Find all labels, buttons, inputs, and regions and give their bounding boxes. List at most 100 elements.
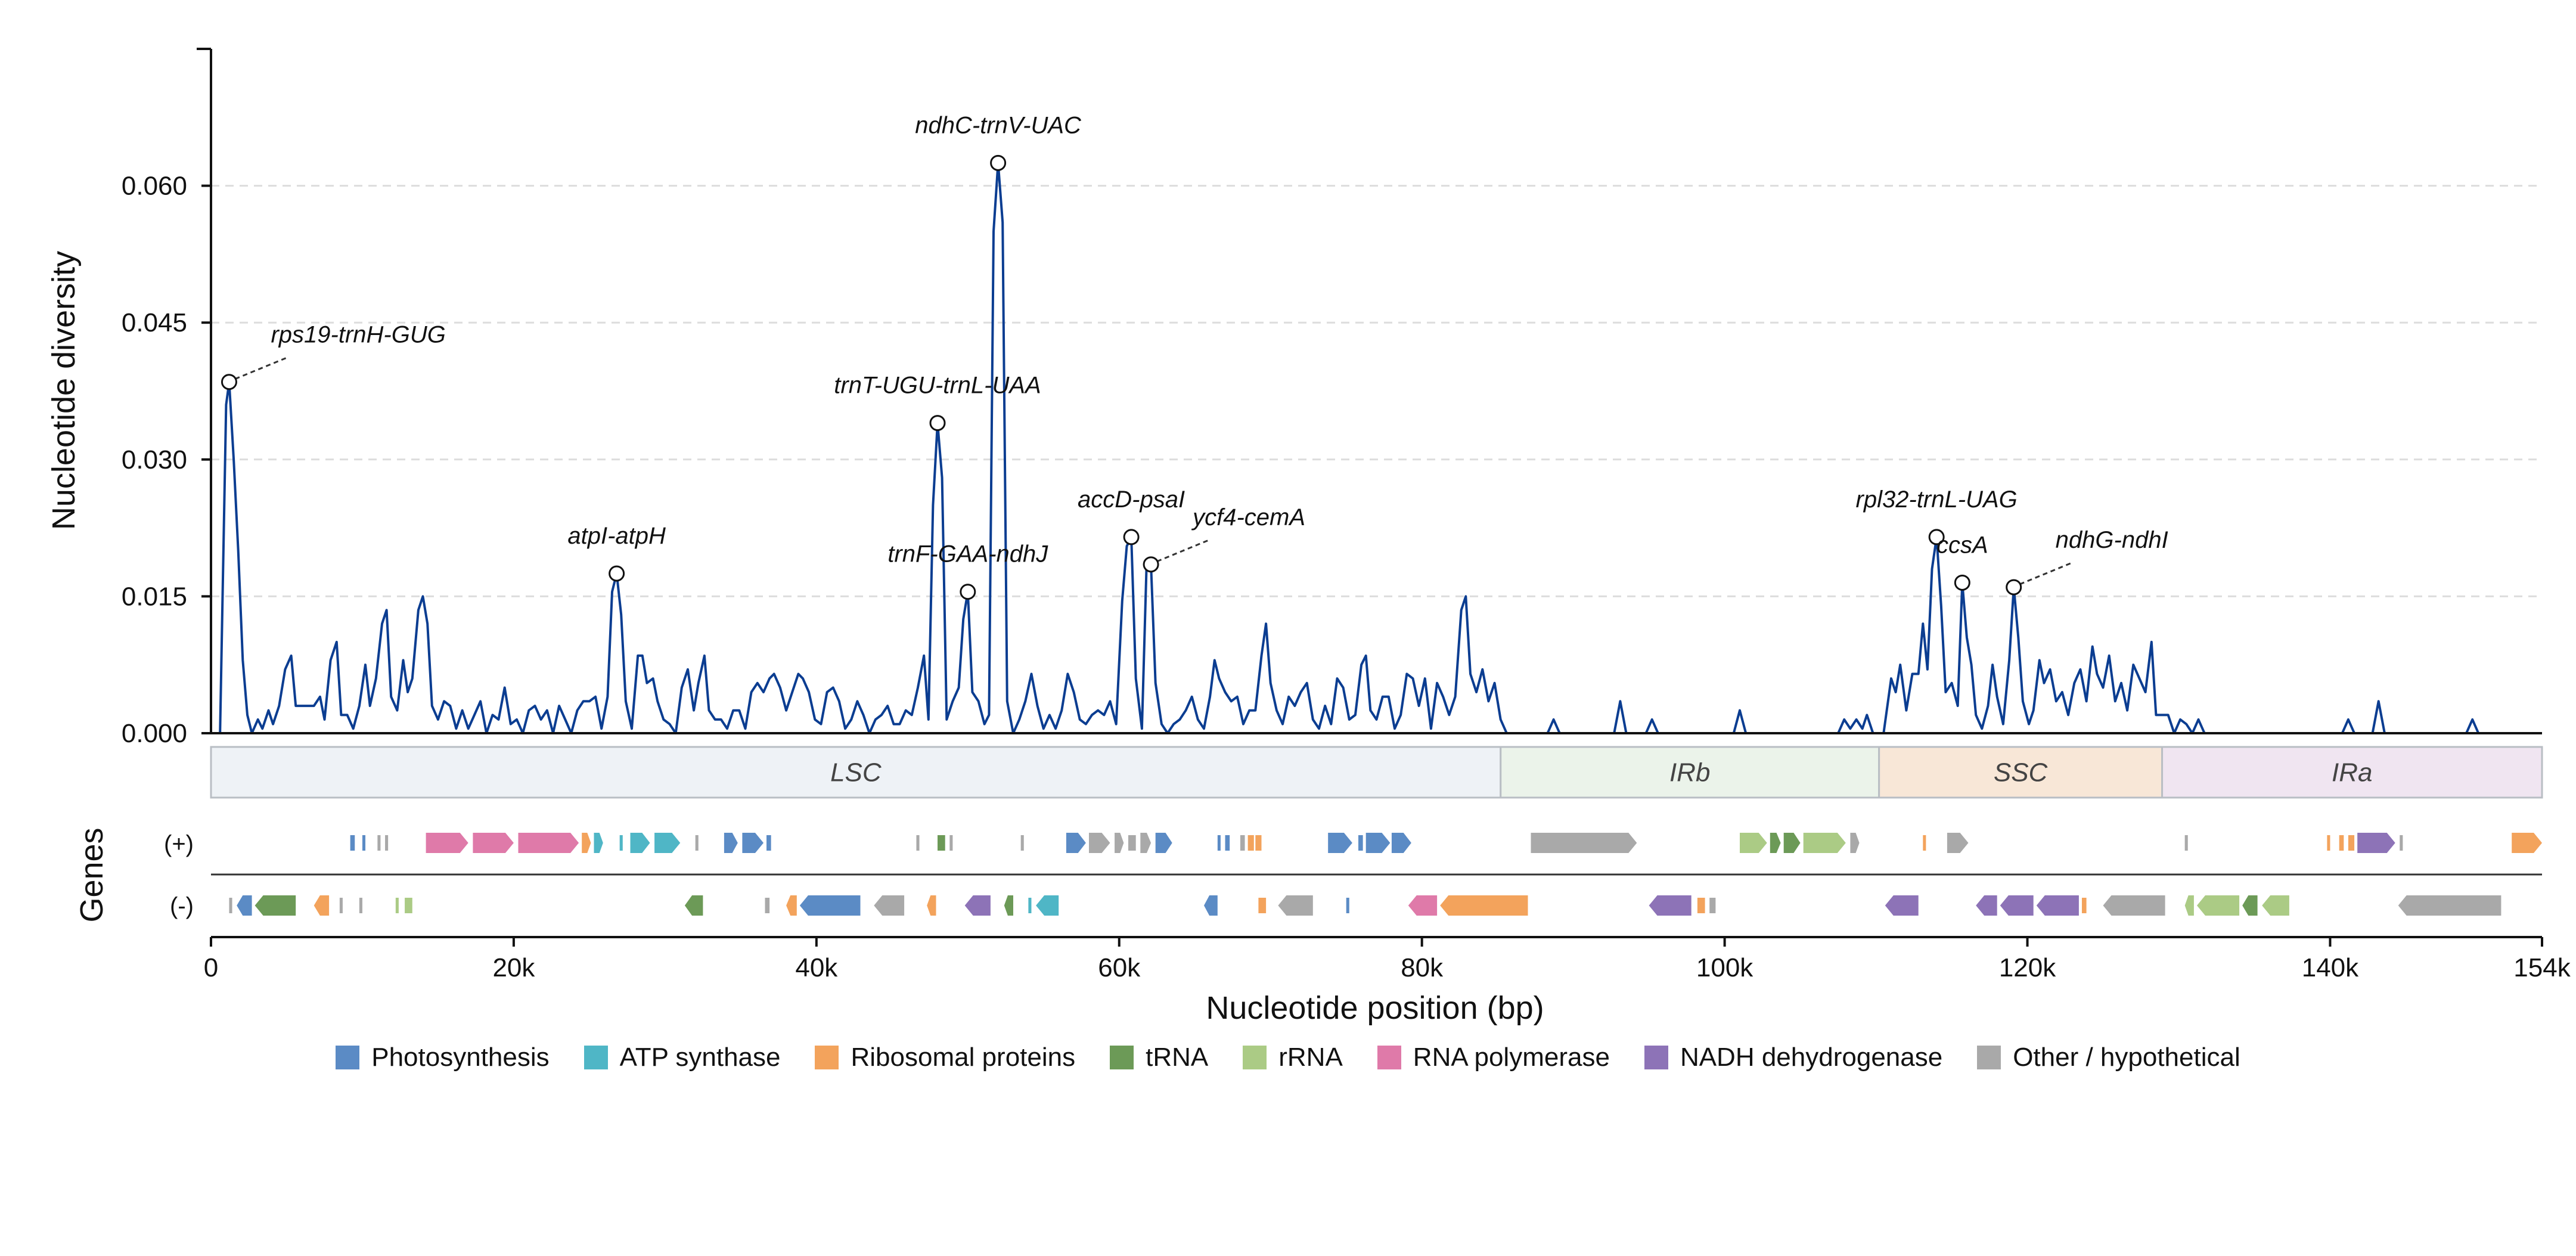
gene-arrow [2357,833,2395,853]
diversity-line [211,162,2542,734]
peak-label: atpI-atpH [567,523,666,549]
legend-item: NADH dehydrogenase [1644,1043,1942,1072]
x-tick-label: 140k [2302,953,2359,982]
gene-arrow [2000,895,2034,916]
y-axis-title: Nucleotide diversity [46,251,82,530]
region-ira [2161,746,2543,799]
genes-axis-title: Genes [74,827,110,922]
gene-arrow [1770,833,1781,853]
y-tick-label: 0.045 [122,308,187,337]
gene-block [2348,835,2355,851]
peak-label: ccsA [1936,532,1988,558]
peak-marker [221,374,237,390]
gene-arrow [1004,895,1013,916]
gene-block [2339,835,2344,851]
x-tick-label: 154k [2513,953,2571,982]
legend-label: rRNA [1278,1043,1343,1072]
gene-block [766,835,771,851]
gene-arrow [1115,833,1124,853]
gene-block [916,835,920,851]
region-label: SSC [1994,758,2049,787]
gene-block [949,835,953,851]
legend-label: Photosynthesis [371,1043,550,1072]
gene-block [2327,835,2330,851]
gene-block [619,835,623,851]
gene-arrow [314,895,330,916]
legend-swatch [815,1046,839,1069]
gene-arrow [1391,833,1411,853]
y-tick-label: 0.060 [122,172,187,201]
gene-arrow [2262,895,2289,916]
legend-label: Other / hypothetical [2013,1043,2240,1072]
peak-marker [2006,579,2022,596]
gene-arrow [1740,833,1767,853]
x-tick-label: 20k [492,953,535,982]
gene-arrow [1066,833,1086,853]
gene-arrow [927,895,936,916]
gene-block [1128,835,1136,851]
gene-block [2184,835,2188,851]
gene-block [1020,835,1024,851]
gene-arrow [874,895,905,916]
peak-leader-line [1156,538,1211,563]
gene-arrow [473,833,514,853]
x-tick-label: 40k [795,953,838,982]
x-tick-label: 120k [1999,953,2056,982]
peak-marker [990,154,1007,171]
gene-arrow [684,895,703,916]
legend-swatch [584,1046,608,1069]
region-label: IRa [2332,758,2372,787]
gene-block [1217,835,1221,851]
gene-arrow [799,895,861,916]
gene-block [1247,835,1254,851]
gene-arrow [1155,833,1172,853]
legend-label: tRNA [1146,1043,1209,1072]
x-axis-title: Nucleotide position (bp) [1206,990,1544,1026]
gene-block [1358,835,1363,851]
gene-arrow [2398,895,2501,916]
gene-arrow [2512,833,2542,853]
legend-swatch [1377,1046,1401,1069]
legend-item: Other / hypothetical [1977,1043,2240,1072]
x-tick-label: 60k [1098,953,1141,982]
gene-arrow [1089,833,1110,853]
gene-arrow [964,895,991,916]
gene-arrow [518,833,579,853]
gene-arrow [1140,833,1152,853]
gene-block [1255,835,1262,851]
gene-arrow [1328,833,1352,853]
region-ssc [1878,746,2164,799]
gene-block [395,898,399,913]
strand-plus-label: (+) [164,831,194,857]
gene-arrow [582,833,591,853]
legend-label: RNA polymerase [1413,1043,1610,1072]
legend-item: RNA polymerase [1377,1043,1610,1072]
gene-arrow [1440,895,1528,916]
gene-arrow [1531,833,1637,853]
peak-label: rpl32-trnL-UAG [1856,486,2018,513]
gene-block [765,898,770,913]
gene-arrow [426,833,468,853]
legend-label: Ribosomal proteins [851,1043,1076,1072]
gene-arrow [1885,895,1919,916]
region-label: LSC [830,758,882,787]
x-tick-label: 80k [1401,953,1444,982]
gene-block [1258,898,1267,913]
gene-block [1225,835,1230,851]
legend-item: Ribosomal proteins [815,1043,1075,1072]
peak-marker [609,565,625,582]
legend-item: ATP synthase [584,1043,781,1072]
legend-label: ATP synthase [619,1043,781,1072]
peak-marker [1123,529,1140,545]
peak-marker [929,415,946,432]
gene-arrow [742,833,764,853]
gene-arrow [2103,895,2165,916]
gene-arrow [1365,833,1391,853]
region-irb [1500,746,1880,799]
x-tick-label: 0 [204,953,218,982]
gene-arrow [1850,833,1860,853]
gene-block [2081,898,2087,913]
gene-block [1923,835,1926,851]
y-tick-label: 0.000 [122,719,187,748]
